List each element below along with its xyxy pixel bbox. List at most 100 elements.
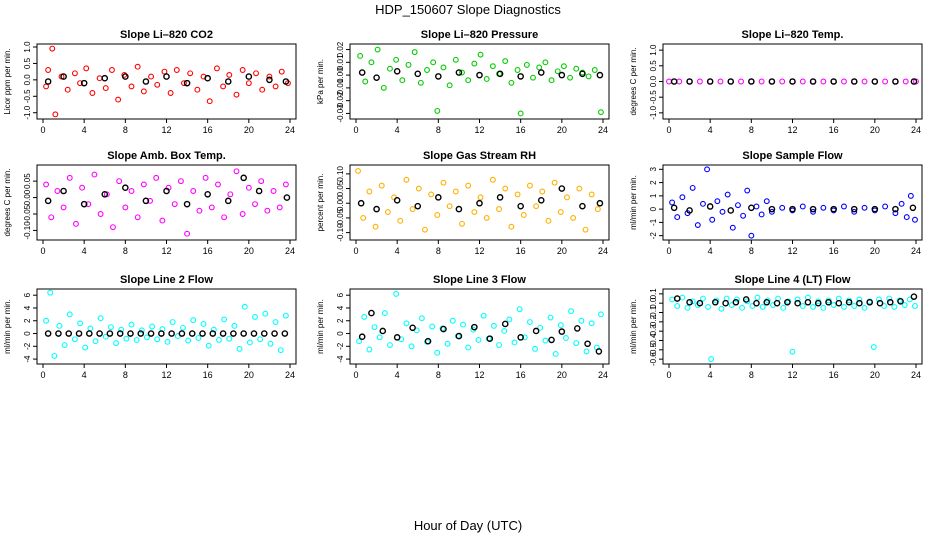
data-point bbox=[480, 312, 487, 319]
data-point bbox=[49, 45, 56, 52]
data-point bbox=[56, 322, 63, 329]
data-point bbox=[134, 214, 141, 221]
data-point bbox=[183, 79, 191, 87]
data-point bbox=[64, 86, 71, 93]
x-tick-label: 24 bbox=[911, 246, 921, 256]
data-point bbox=[183, 200, 191, 208]
data-point bbox=[115, 96, 122, 103]
data-point bbox=[415, 185, 422, 192]
data-point bbox=[508, 223, 515, 230]
data-point bbox=[892, 205, 899, 213]
data-point bbox=[517, 334, 524, 341]
chart-title: Slope Li–820 CO2 bbox=[120, 29, 213, 41]
y-axis-label: ml/min per min. bbox=[629, 299, 638, 354]
data-point bbox=[810, 208, 817, 215]
data-point bbox=[122, 73, 129, 80]
y-tick-label: 6 bbox=[23, 292, 32, 297]
x-tick-label: 0 bbox=[40, 370, 45, 380]
data-point bbox=[149, 323, 156, 330]
data-point bbox=[508, 79, 515, 86]
data-point bbox=[708, 356, 715, 363]
data-point bbox=[490, 322, 497, 329]
data-point bbox=[153, 174, 160, 181]
data-point bbox=[221, 316, 228, 323]
data-point bbox=[670, 204, 678, 212]
chart-title: Slope Amb. Box Temp. bbox=[107, 150, 226, 162]
data-point bbox=[476, 199, 483, 207]
y-tick-label: -0.05 bbox=[336, 208, 345, 227]
data-point bbox=[102, 85, 109, 92]
data-point bbox=[804, 298, 812, 306]
data-point bbox=[266, 76, 273, 84]
data-point bbox=[542, 59, 549, 66]
data-point bbox=[780, 304, 787, 311]
data-point bbox=[471, 60, 478, 67]
y-tick-label: -0.1 bbox=[649, 305, 658, 319]
x-tick-label: 4 bbox=[82, 370, 87, 380]
data-point bbox=[557, 322, 564, 329]
x-tick-label: 24 bbox=[911, 370, 921, 380]
data-point bbox=[526, 319, 533, 325]
data-point bbox=[444, 340, 451, 347]
data-point bbox=[539, 188, 546, 195]
data-point bbox=[356, 338, 363, 345]
data-point bbox=[455, 69, 463, 76]
data-point bbox=[886, 298, 894, 306]
data-point bbox=[455, 332, 463, 340]
data-point bbox=[670, 78, 678, 85]
data-point bbox=[252, 313, 258, 320]
y-tick-label: -1.0 bbox=[649, 105, 658, 119]
data-point bbox=[128, 188, 135, 194]
data-point bbox=[250, 330, 258, 337]
data-point bbox=[576, 185, 583, 192]
y-tick-label: 2 bbox=[649, 180, 658, 185]
chart-title: Slope Line 3 Flow bbox=[433, 274, 526, 286]
data-point bbox=[825, 298, 832, 306]
data-point bbox=[814, 299, 822, 307]
data-point bbox=[856, 296, 863, 303]
data-point bbox=[689, 184, 696, 191]
data-point bbox=[163, 73, 170, 80]
data-point bbox=[465, 344, 472, 351]
data-point bbox=[714, 198, 721, 205]
data-point bbox=[440, 64, 447, 71]
data-point bbox=[440, 325, 447, 333]
data-point bbox=[282, 181, 289, 188]
y-tick-label: -0.2 bbox=[649, 314, 658, 328]
series-raw bbox=[43, 168, 289, 237]
data-point bbox=[871, 205, 879, 213]
y-tick-label: -4 bbox=[23, 355, 32, 363]
data-point bbox=[709, 216, 716, 223]
data-point bbox=[506, 316, 513, 323]
data-point bbox=[245, 73, 253, 80]
x-tick-label: 12 bbox=[161, 370, 171, 380]
y-tick-label: -0.10 bbox=[336, 223, 345, 242]
data-point bbox=[706, 203, 714, 210]
y-tick-label: 0 bbox=[649, 206, 658, 211]
x-tick-label: 16 bbox=[203, 125, 213, 135]
data-point bbox=[886, 295, 893, 302]
data-point bbox=[712, 298, 719, 306]
x-tick-label: 16 bbox=[516, 125, 526, 135]
data-point bbox=[732, 298, 740, 306]
data-point bbox=[820, 78, 827, 85]
data-point bbox=[582, 226, 589, 233]
data-point bbox=[446, 82, 453, 89]
data-point bbox=[744, 187, 751, 194]
x-tick-label: 0 bbox=[666, 246, 671, 256]
y-tick-label: 0 bbox=[336, 331, 345, 336]
data-point bbox=[134, 63, 141, 70]
data-point bbox=[80, 200, 88, 208]
data-point bbox=[856, 299, 863, 307]
data-point bbox=[594, 206, 601, 213]
data-point bbox=[210, 326, 217, 333]
x-tick-label: 8 bbox=[123, 125, 128, 135]
data-point bbox=[517, 110, 524, 117]
data-point bbox=[71, 336, 78, 343]
data-point bbox=[866, 298, 873, 306]
data-point bbox=[91, 171, 98, 178]
data-point bbox=[184, 230, 191, 237]
data-point bbox=[722, 299, 729, 307]
data-point bbox=[557, 209, 564, 215]
data-point bbox=[567, 74, 574, 81]
